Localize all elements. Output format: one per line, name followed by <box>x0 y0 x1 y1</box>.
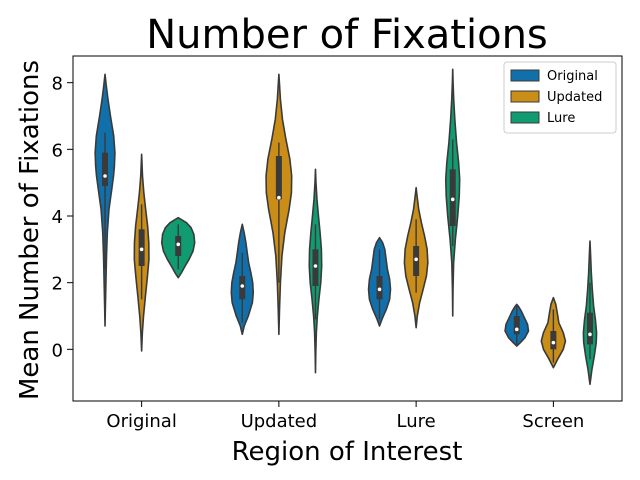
legend-swatch-original <box>510 69 540 82</box>
legend-swatch-updated <box>510 90 540 103</box>
y-tick-label: 4 <box>52 207 63 228</box>
violin-iqr-box <box>513 316 520 335</box>
x-tick-label: Lure <box>397 411 436 432</box>
violin-median-dot <box>450 197 455 202</box>
violin-median-dot <box>277 195 281 200</box>
violin-median-dot <box>414 257 418 262</box>
violin-iqr-box <box>550 331 557 350</box>
legend-label-lure: Lure <box>547 111 575 126</box>
x-axis-label: Region of Interest <box>232 437 463 467</box>
violin-median-dot <box>377 287 382 292</box>
y-axis-label: Mean Number of Fixations <box>15 60 45 400</box>
y-tick-label: 6 <box>52 140 63 161</box>
violin-median-dot <box>551 340 556 345</box>
x-tick-label: Updated <box>241 411 318 432</box>
legend-swatch-lure <box>510 111 540 124</box>
violin-median-dot <box>588 332 592 337</box>
violin-median-dot <box>240 284 245 288</box>
legend-label-updated: Updated <box>547 90 602 105</box>
legend-label-original: Original <box>547 69 598 84</box>
violin-median-dot <box>103 174 107 178</box>
x-tick-label: Original <box>106 411 176 432</box>
y-tick-label: 8 <box>52 74 63 95</box>
violin-median-dot <box>139 247 144 252</box>
violin-median-dot <box>313 264 318 268</box>
legend: Original Updated Lure <box>503 61 617 134</box>
chart-title: Number of Fixations <box>146 12 548 58</box>
y-tick-label: 2 <box>52 274 63 295</box>
axes-frame <box>72 55 623 402</box>
violin-median-dot <box>176 242 181 247</box>
plot-area: 0 2 4 6 8 Original Updated Lure Screen <box>52 55 623 432</box>
x-tick-label: Screen <box>522 411 584 432</box>
violin-iqr-box <box>586 312 593 345</box>
violin-iqr-box <box>102 152 109 186</box>
violin-median-dot <box>514 327 519 332</box>
y-tick-label: 0 <box>52 340 63 361</box>
violin-iqr-box <box>275 156 282 200</box>
